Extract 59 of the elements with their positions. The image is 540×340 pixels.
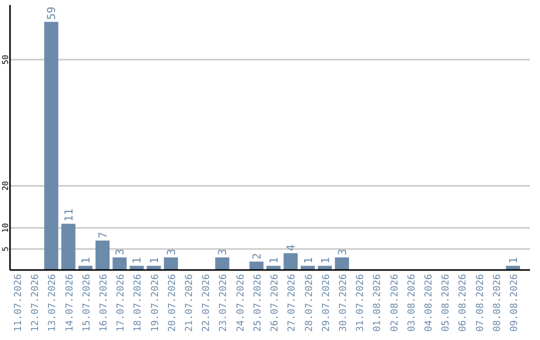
data-label: 3 bbox=[164, 248, 178, 256]
x-tick-label: 19.07.2026 bbox=[150, 274, 161, 332]
bar bbox=[112, 257, 127, 270]
x-tick-label: 04.08.2026 bbox=[423, 274, 434, 332]
x-tick-label: 13.07.2026 bbox=[47, 274, 58, 332]
data-label: 11 bbox=[62, 208, 76, 222]
x-tick-label: 11.07.2026 bbox=[13, 274, 24, 332]
y-tick-label: 10 bbox=[1, 222, 10, 233]
x-tick-label: 03.08.2026 bbox=[406, 274, 418, 332]
data-label: 1 bbox=[506, 257, 520, 264]
y-tick-label: 20 bbox=[1, 180, 10, 191]
y-tick-label: 5 bbox=[1, 246, 10, 252]
data-label: 3 bbox=[114, 248, 127, 256]
bar bbox=[164, 257, 178, 270]
bar bbox=[61, 224, 76, 270]
x-tick-label: 25.07.2026 bbox=[252, 274, 264, 332]
data-label: 3 bbox=[216, 248, 230, 256]
bar bbox=[284, 253, 298, 270]
x-tick-label: 01.08.2026 bbox=[372, 274, 384, 332]
data-label: 7 bbox=[96, 232, 110, 239]
x-tick-label: 09.08.2026 bbox=[508, 274, 520, 332]
x-tick-label: 27.07.2026 bbox=[286, 274, 298, 332]
x-tick-label: 06.08.2026 bbox=[458, 274, 469, 332]
data-label: 4 bbox=[284, 244, 298, 252]
x-tick-label: 23.07.2026 bbox=[218, 274, 230, 332]
data-label: 1 bbox=[79, 257, 92, 264]
x-tick-label: 29.07.2026 bbox=[320, 274, 332, 332]
x-tick-label: 15.07.2026 bbox=[81, 274, 92, 332]
x-tick-label: 22.07.2026 bbox=[201, 274, 212, 332]
data-label: 1 bbox=[268, 257, 281, 264]
bar bbox=[96, 240, 110, 270]
bar bbox=[215, 257, 230, 270]
data-label: 2 bbox=[250, 252, 264, 260]
data-label: 3 bbox=[336, 248, 349, 256]
bar bbox=[249, 262, 264, 270]
x-tick-label: 21.07.2026 bbox=[184, 274, 196, 332]
bar bbox=[44, 22, 58, 270]
x-tick-label: 17.07.2026 bbox=[116, 274, 127, 332]
data-label: 1 bbox=[302, 257, 315, 264]
x-tick-label: 18.07.2026 bbox=[132, 274, 144, 332]
y-tick-label: 50 bbox=[1, 54, 10, 65]
x-tick-label: 30.07.2026 bbox=[338, 274, 349, 332]
x-tick-label: 05.08.2026 bbox=[440, 274, 452, 332]
data-label: 1 bbox=[318, 257, 332, 264]
data-label: 1 bbox=[130, 257, 144, 264]
x-tick-label: 24.07.2026 bbox=[235, 274, 246, 332]
bar bbox=[334, 257, 349, 270]
x-tick-label: 07.08.2026 bbox=[474, 274, 486, 332]
x-tick-label: 16.07.2026 bbox=[98, 274, 110, 332]
x-tick-label: 28.07.2026 bbox=[304, 274, 315, 332]
x-tick-label: 12.07.2026 bbox=[30, 274, 42, 332]
x-tick-label: 26.07.2026 bbox=[270, 274, 281, 332]
x-tick-label: 14.07.2026 bbox=[64, 274, 76, 332]
x-tick-label: 08.08.2026 bbox=[492, 274, 503, 332]
x-tick-label: 31.07.2026 bbox=[355, 274, 366, 332]
data-label: 1 bbox=[148, 257, 161, 264]
data-label: 59 bbox=[45, 6, 58, 20]
x-tick-label: 02.08.2026 bbox=[389, 274, 400, 332]
x-tick-label: 20.07.2026 bbox=[166, 274, 178, 332]
